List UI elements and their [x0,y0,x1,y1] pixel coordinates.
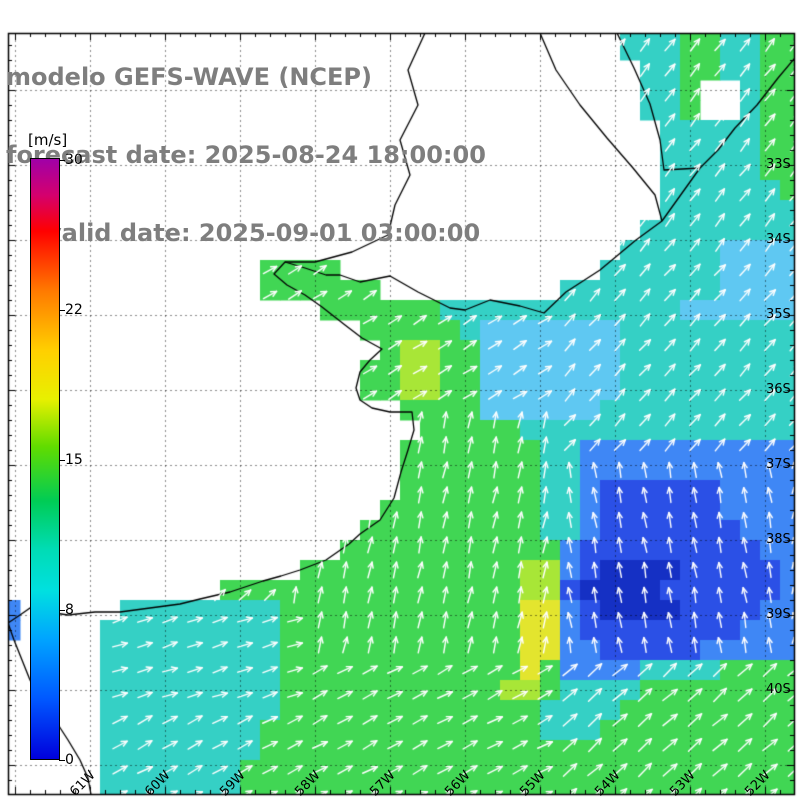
colorbar-tick-label: 15 [65,452,83,468]
colorbar-unit-label: [m/s] [28,131,68,149]
lat-label: 38S [766,532,791,547]
colorbar-tick-label: 30 [65,152,83,168]
colorbar-tick-label: 22 [65,302,83,318]
colorbar-tick-label: 0 [65,752,74,768]
colorbar-tick-label: 8 [65,602,74,618]
colorbar-tick-mark [59,310,65,311]
colorbar-tick-mark [59,160,65,161]
lat-label: 35S [766,307,791,322]
lat-label: 40S [766,682,791,697]
lat-label: 39S [766,607,791,622]
lat-label: 34S [766,232,791,247]
valid-date: valid date: 2025-09-01 03:00:00 [46,219,481,247]
model-name: modelo GEFS-WAVE (NCEP) [6,63,372,91]
colorbar-gradient-bar [30,158,60,760]
colorbar-tick-mark [59,760,65,761]
forecast-date: forecast date: 2025-08-24 18:00:00 [6,141,486,169]
lat-label: 37S [766,457,791,472]
lat-label: 33S [766,157,791,172]
colorbar-tick-mark [59,460,65,461]
colorbar-tick-mark [59,610,65,611]
lat-label: 36S [766,382,791,397]
